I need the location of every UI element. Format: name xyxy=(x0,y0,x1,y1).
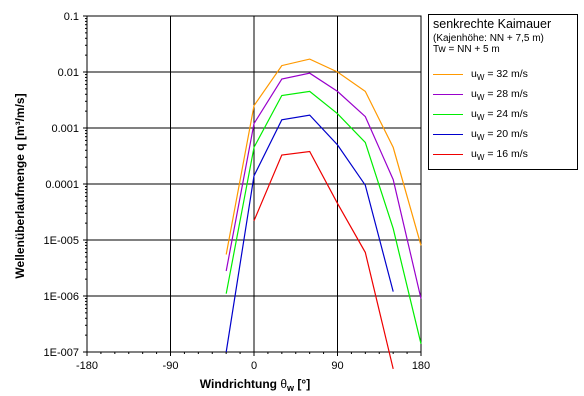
x-tick-label: 0 xyxy=(251,360,257,372)
x-tick-labels: -180 -90 0 90 180 xyxy=(76,360,430,372)
x-tick-label: -180 xyxy=(76,360,98,372)
x-axis-label-symbol: θ xyxy=(280,377,287,391)
axis-ticks xyxy=(83,15,422,356)
y-tick-labels: 1E-007 1E-006 1E-005 0.0001 0.001 0.01 0.1 xyxy=(44,11,79,359)
legend-label-prefix: u xyxy=(471,148,477,160)
legend-swatch-line xyxy=(433,154,463,155)
legend-label-sub: W xyxy=(476,93,485,103)
grid-lines xyxy=(87,16,421,352)
series-line xyxy=(225,58,422,255)
legend-label-value: = 20 m/s xyxy=(484,128,528,140)
legend-subtitle-2: Tw = NN + 5 m xyxy=(433,44,500,55)
y-tick-label: 1E-007 xyxy=(44,347,79,359)
x-axis-label: Windrichtung θw [°] xyxy=(200,377,310,393)
legend-label-value: = 16 m/s xyxy=(484,148,528,160)
legend-entry: uW = 32 m/s xyxy=(433,68,577,82)
y-tick-label: 0.01 xyxy=(58,67,79,79)
x-axis-label-unit: [°] xyxy=(297,377,310,391)
legend-entry: uW = 24 m/s xyxy=(433,108,577,122)
legend-label-sub: W xyxy=(476,113,485,123)
y-tick-label: 1E-006 xyxy=(44,291,79,303)
series-line xyxy=(225,114,394,353)
legend-title: senkrechte Kaimauer xyxy=(433,17,552,31)
y-tick-label: 0.1 xyxy=(64,11,79,23)
legend-label-value: = 32 m/s xyxy=(484,68,528,80)
y-tick-label: 0.0001 xyxy=(45,179,79,191)
legend-swatch-line xyxy=(433,114,463,115)
x-tick-label: 90 xyxy=(331,360,343,372)
legend-entry: uW = 20 m/s xyxy=(433,128,577,142)
legend-entry-label: uW = 20 m/s xyxy=(471,128,528,142)
legend-entry: uW = 16 m/s xyxy=(433,148,577,162)
y-tick-label: 1E-005 xyxy=(44,235,79,247)
legend-label-sub: W xyxy=(476,153,485,163)
legend-label-prefix: u xyxy=(471,108,477,120)
legend-subtitle-1: (Kajenhöhe: NN + 7,5 m) xyxy=(433,33,544,44)
legend-swatch-line xyxy=(433,74,463,75)
legend-entry-label: uW = 28 m/s xyxy=(471,88,528,102)
legend-entry-label: uW = 32 m/s xyxy=(471,68,528,82)
series-line xyxy=(225,72,422,299)
x-axis-label-text: Windrichtung xyxy=(200,377,277,391)
legend-entry-label: uW = 16 m/s xyxy=(471,148,528,162)
legend-label-sub: W xyxy=(476,133,485,143)
x-axis-label-sub: w xyxy=(286,383,295,393)
legend-label-value: = 28 m/s xyxy=(484,88,528,100)
x-tick-label: -90 xyxy=(163,360,179,372)
series-line xyxy=(225,90,422,344)
legend-label-prefix: u xyxy=(471,68,477,80)
legend-entry: uW = 28 m/s xyxy=(433,88,577,102)
legend-swatch-line xyxy=(433,134,463,135)
y-tick-label: 0.001 xyxy=(51,123,79,135)
x-tick-label: 180 xyxy=(412,360,430,372)
legend-label-sub: W xyxy=(476,73,485,83)
legend-label-prefix: u xyxy=(471,88,477,100)
legend: senkrechte Kaimauer (Kajenhöhe: NN + 7,5… xyxy=(428,14,578,170)
legend-entry-label: uW = 24 m/s xyxy=(471,108,528,122)
y-axis-label: Wellenüberlaufmenge q [m³/m/s] xyxy=(13,93,27,278)
legend-label-value: = 24 m/s xyxy=(484,108,528,120)
legend-label-prefix: u xyxy=(471,128,477,140)
legend-swatch-line xyxy=(433,94,463,95)
series-lines xyxy=(225,58,422,370)
series-line xyxy=(253,150,394,370)
